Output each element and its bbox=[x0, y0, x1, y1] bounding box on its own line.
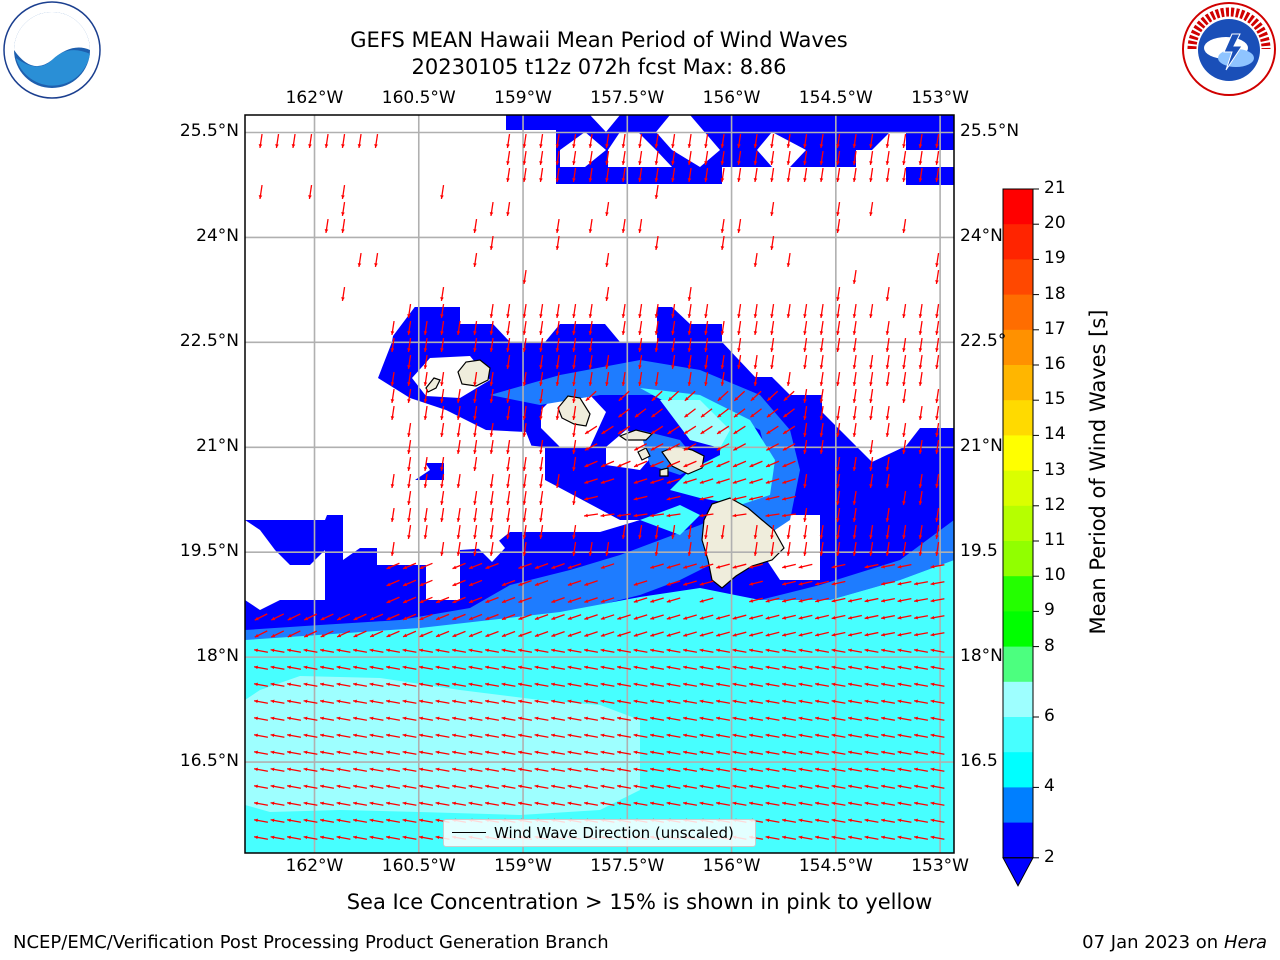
lon-tick-label: 157.5°W bbox=[587, 88, 667, 108]
lon-tick-label: 153°W bbox=[900, 856, 980, 876]
colorbar-segment bbox=[1003, 435, 1033, 471]
colorbar-tick-label: 21 bbox=[1044, 178, 1066, 198]
colorbar-segment bbox=[1003, 365, 1033, 401]
lon-tick-label: 154.5°W bbox=[796, 88, 876, 108]
lat-tick-label: 22.5° bbox=[960, 331, 1006, 351]
lat-tick-label: 24°N bbox=[960, 226, 1003, 246]
lat-tick-label: 18°N bbox=[960, 646, 1003, 666]
colorbar-segment bbox=[1003, 189, 1033, 225]
lon-tick-label: 159°W bbox=[483, 856, 563, 876]
lon-tick-label: 157.5°W bbox=[587, 856, 667, 876]
colorbar-tick-label: 11 bbox=[1044, 530, 1066, 550]
colorbar-segment bbox=[1003, 506, 1033, 542]
sea-ice-note: Sea Ice Concentration > 15% is shown in … bbox=[245, 890, 1034, 914]
colorbar-segment bbox=[1003, 541, 1033, 577]
colorbar-segment bbox=[1003, 259, 1033, 295]
colorbar-segment bbox=[1003, 611, 1033, 647]
colorbar-segment bbox=[1003, 823, 1033, 859]
colorbar-underflow-triangle bbox=[1003, 858, 1033, 886]
colorbar-tick-label: 12 bbox=[1044, 495, 1066, 515]
colorbar-segment bbox=[1003, 330, 1033, 366]
colorbar-segment bbox=[1003, 787, 1033, 823]
legend-line-icon bbox=[452, 832, 486, 833]
colorbar-tick-label: 10 bbox=[1044, 565, 1066, 585]
lat-tick-label: 24°N bbox=[149, 226, 239, 246]
colorbar-tick-label: 8 bbox=[1044, 636, 1055, 656]
lat-tick-label: 25.5°N bbox=[149, 121, 239, 141]
lon-tick-label: 160.5°W bbox=[379, 856, 459, 876]
colorbar-tick-label: 4 bbox=[1044, 776, 1055, 796]
lat-tick-label: 21°N bbox=[960, 436, 1003, 456]
colorbar-label-text: Mean Period of Wind Waves [s] bbox=[1086, 310, 1110, 635]
colorbar bbox=[1003, 189, 1039, 886]
footer-right: 07 Jan 2023 on Hera bbox=[1082, 932, 1267, 953]
legend-label: Wind Wave Direction (unscaled) bbox=[494, 820, 734, 846]
colorbar-segment bbox=[1003, 576, 1033, 612]
lon-tick-label: 162°W bbox=[275, 856, 355, 876]
lat-tick-label: 25.5°N bbox=[960, 121, 1019, 141]
lon-tick-label: 156°W bbox=[692, 88, 772, 108]
map-legend: Wind Wave Direction (unscaled) bbox=[443, 819, 756, 847]
lon-tick-label: 159°W bbox=[483, 88, 563, 108]
lon-tick-label: 156°W bbox=[692, 856, 772, 876]
colorbar-tick-label: 2 bbox=[1044, 847, 1055, 867]
colorbar-segment bbox=[1003, 647, 1033, 683]
colorbar-tick-label: 17 bbox=[1044, 319, 1066, 339]
lat-tick-label: 16.5 bbox=[960, 751, 998, 771]
lat-tick-label: 21°N bbox=[149, 436, 239, 456]
colorbar-tick-label: 19 bbox=[1044, 248, 1066, 268]
footer-host: Hera bbox=[1224, 932, 1267, 953]
lat-tick-label: 16.5°N bbox=[149, 751, 239, 771]
colorbar-segment bbox=[1003, 224, 1033, 260]
colorbar-tick-label: 15 bbox=[1044, 389, 1066, 409]
colorbar-segment bbox=[1003, 400, 1033, 436]
colorbar-tick-label: 9 bbox=[1044, 600, 1055, 620]
footer-left: NCEP/EMC/Verification Post Processing Pr… bbox=[13, 932, 609, 953]
lat-tick-label: 19.5°N bbox=[149, 541, 239, 561]
colorbar-segment bbox=[1003, 295, 1033, 331]
lon-tick-label: 160.5°W bbox=[379, 88, 459, 108]
colorbar-tick-label: 13 bbox=[1044, 460, 1066, 480]
footer-date: 07 Jan 2023 on bbox=[1082, 932, 1224, 953]
lat-tick-label: 19.5 bbox=[960, 541, 998, 561]
lat-tick-label: 22.5°N bbox=[149, 331, 239, 351]
colorbar-segment bbox=[1003, 752, 1033, 788]
colorbar-segment bbox=[1003, 471, 1033, 507]
island-kahoolawe bbox=[660, 468, 668, 476]
lat-tick-label: 18°N bbox=[149, 646, 239, 666]
colorbar-tick-label: 20 bbox=[1044, 213, 1066, 233]
lon-tick-label: 154.5°W bbox=[796, 856, 876, 876]
lon-tick-label: 153°W bbox=[900, 88, 980, 108]
colorbar-segment bbox=[1003, 682, 1033, 718]
colorbar-segment bbox=[1003, 717, 1033, 753]
colorbar-tick-label: 18 bbox=[1044, 284, 1066, 304]
colorbar-tick-label: 6 bbox=[1044, 706, 1055, 726]
colorbar-tick-label: 16 bbox=[1044, 354, 1066, 374]
colorbar-tick-label: 14 bbox=[1044, 424, 1066, 444]
lon-tick-label: 162°W bbox=[275, 88, 355, 108]
